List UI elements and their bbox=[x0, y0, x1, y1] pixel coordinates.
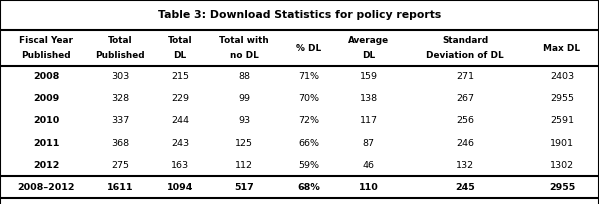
Text: 87: 87 bbox=[362, 139, 374, 147]
Text: 117: 117 bbox=[359, 116, 377, 125]
Text: 2955: 2955 bbox=[550, 94, 574, 103]
Text: 93: 93 bbox=[238, 116, 250, 125]
Text: 68%: 68% bbox=[297, 183, 320, 192]
Text: 66%: 66% bbox=[298, 139, 319, 147]
Text: 46: 46 bbox=[362, 161, 374, 170]
Text: Max DL: Max DL bbox=[543, 43, 580, 53]
Text: 125: 125 bbox=[235, 139, 253, 147]
Text: 2012: 2012 bbox=[33, 161, 59, 170]
Text: no DL: no DL bbox=[230, 51, 259, 60]
Text: 1901: 1901 bbox=[550, 139, 574, 147]
Text: Average: Average bbox=[348, 36, 389, 45]
Text: 303: 303 bbox=[111, 72, 129, 81]
Text: 2955: 2955 bbox=[549, 183, 575, 192]
Text: 328: 328 bbox=[111, 94, 129, 103]
Text: 99: 99 bbox=[238, 94, 250, 103]
Text: 229: 229 bbox=[171, 94, 189, 103]
Text: DL: DL bbox=[362, 51, 375, 60]
Text: 1611: 1611 bbox=[107, 183, 133, 192]
Text: 368: 368 bbox=[111, 139, 129, 147]
Text: 88: 88 bbox=[238, 72, 250, 81]
Text: 59%: 59% bbox=[298, 161, 319, 170]
Text: 267: 267 bbox=[456, 94, 474, 103]
Text: Total: Total bbox=[108, 36, 132, 45]
Text: 275: 275 bbox=[111, 161, 129, 170]
Text: 112: 112 bbox=[235, 161, 253, 170]
Text: 2008–2012: 2008–2012 bbox=[17, 183, 75, 192]
Text: 337: 337 bbox=[111, 116, 129, 125]
Text: 2009: 2009 bbox=[33, 94, 59, 103]
Text: Total with: Total with bbox=[219, 36, 269, 45]
Text: 71%: 71% bbox=[298, 72, 319, 81]
Text: 215: 215 bbox=[171, 72, 189, 81]
Text: 256: 256 bbox=[456, 116, 474, 125]
Text: 2403: 2403 bbox=[550, 72, 574, 81]
Text: DL: DL bbox=[173, 51, 186, 60]
Text: 2591: 2591 bbox=[550, 116, 574, 125]
Text: % DL: % DL bbox=[296, 43, 321, 53]
Text: 110: 110 bbox=[359, 183, 379, 192]
Text: 159: 159 bbox=[359, 72, 377, 81]
Text: 2010: 2010 bbox=[33, 116, 59, 125]
Text: 244: 244 bbox=[171, 116, 189, 125]
Text: Table 3: Download Statistics for policy reports: Table 3: Download Statistics for policy … bbox=[158, 10, 441, 20]
Text: Standard: Standard bbox=[442, 36, 488, 45]
Text: 163: 163 bbox=[171, 161, 189, 170]
Text: 1094: 1094 bbox=[167, 183, 193, 192]
Text: 72%: 72% bbox=[298, 116, 319, 125]
Text: 245: 245 bbox=[455, 183, 475, 192]
Text: 1302: 1302 bbox=[550, 161, 574, 170]
Text: 2011: 2011 bbox=[33, 139, 59, 147]
Text: 2008: 2008 bbox=[33, 72, 59, 81]
Text: Published: Published bbox=[22, 51, 71, 60]
Text: 132: 132 bbox=[456, 161, 474, 170]
Text: 243: 243 bbox=[171, 139, 189, 147]
Text: 271: 271 bbox=[456, 72, 474, 81]
Text: Deviation of DL: Deviation of DL bbox=[426, 51, 504, 60]
Text: 517: 517 bbox=[234, 183, 254, 192]
Text: Total: Total bbox=[168, 36, 192, 45]
Text: Fiscal Year: Fiscal Year bbox=[19, 36, 73, 45]
Text: 138: 138 bbox=[359, 94, 377, 103]
Text: 70%: 70% bbox=[298, 94, 319, 103]
Text: Published: Published bbox=[95, 51, 145, 60]
Text: 246: 246 bbox=[456, 139, 474, 147]
